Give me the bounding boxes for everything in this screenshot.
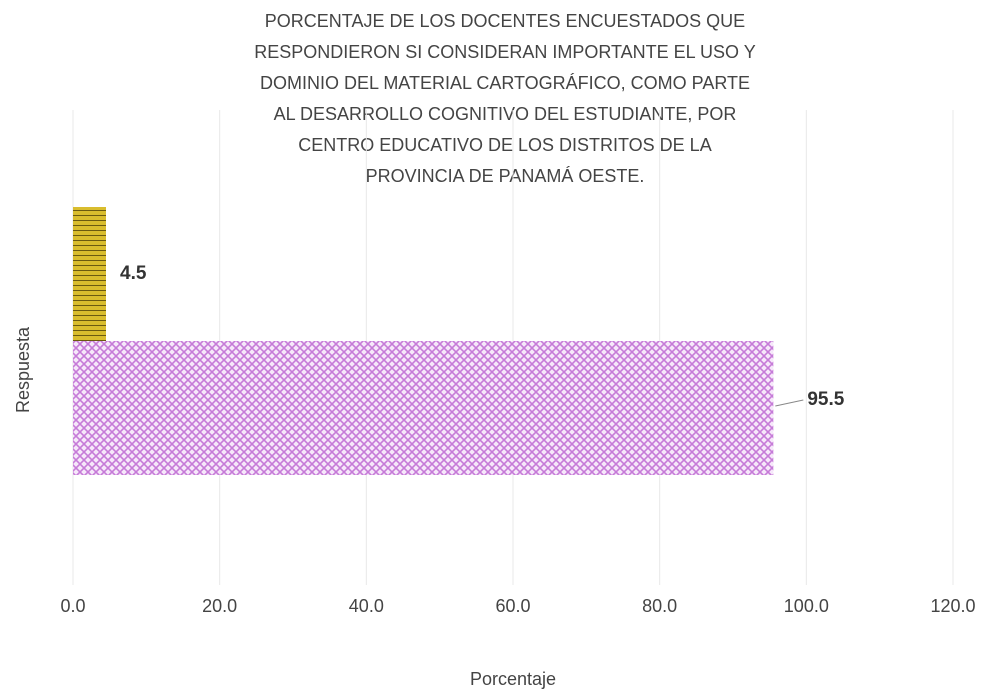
y-axis-label: Respuesta	[13, 326, 33, 413]
x-tick-label: 100.0	[784, 596, 829, 616]
chart-title: CENTRO EDUCATIVO DE LOS DISTRITOS DE LA	[298, 135, 711, 155]
x-axis-label: Porcentaje	[470, 669, 556, 689]
x-tick-label: 80.0	[642, 596, 677, 616]
chart-title: PROVINCIA DE PANAMÁ OESTE.	[366, 166, 645, 186]
x-tick-label: 40.0	[349, 596, 384, 616]
leader-line	[775, 399, 804, 407]
chart-title: PORCENTAJE DE LOS DOCENTES ENCUESTADOS Q…	[265, 11, 745, 31]
chart-title: RESPONDIERON SI CONSIDERAN IMPORTANTE EL…	[254, 42, 755, 62]
bar	[73, 207, 106, 341]
x-tick-label: 0.0	[60, 596, 85, 616]
chart-title: AL DESARROLLO COGNITIVO DEL ESTUDIANTE, …	[274, 104, 737, 124]
data-label: 4.5	[120, 263, 147, 284]
bar	[73, 341, 774, 475]
data-label: 95.5	[807, 389, 844, 410]
x-tick-label: 20.0	[202, 596, 237, 616]
x-tick-label: 60.0	[495, 596, 530, 616]
x-tick-label: 120.0	[930, 596, 975, 616]
chart-title: DOMINIO DEL MATERIAL CARTOGRÁFICO, COMO …	[260, 73, 750, 93]
